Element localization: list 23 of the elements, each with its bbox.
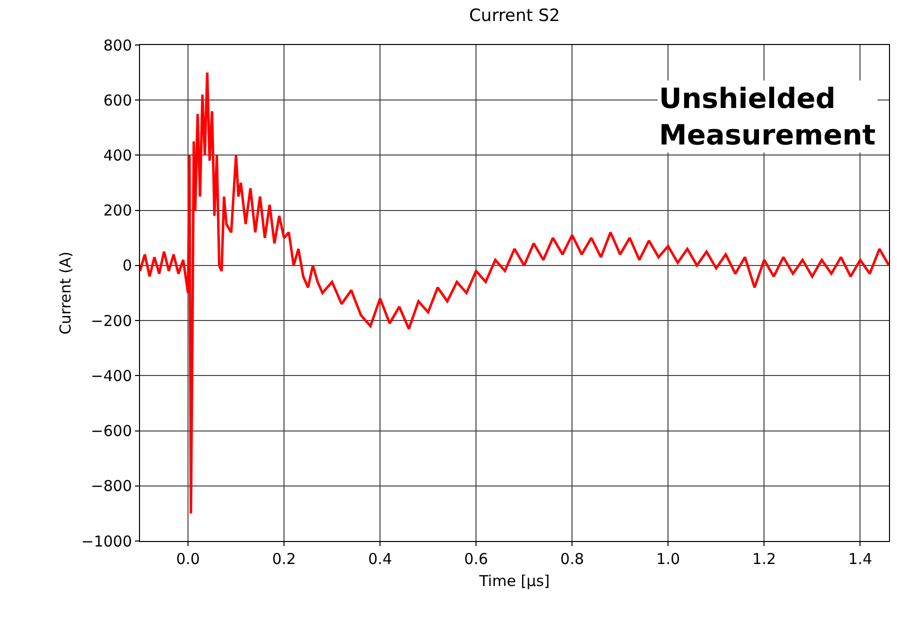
x-tick-label: 0.4 [368,550,392,568]
annotation: Unshielded Measurement [659,82,876,152]
y-tick-label: 200 [103,202,132,220]
x-tick-label: 0.0 [176,550,200,568]
y-tick-label: 800 [103,36,132,54]
line-series [140,71,889,515]
y-tick-label: 600 [103,91,132,110]
x-tick-label: 1.2 [752,550,776,568]
x-tick-label: 0.6 [464,550,488,568]
x-tick-label: 0.2 [272,550,296,568]
y-tick-label: −200 [90,312,132,330]
y-tick-label: −1000 [81,532,132,550]
chart-title: Current S2 [469,6,560,26]
y-tick-label: 0 [122,256,132,275]
y-tick-label: 400 [103,146,132,164]
y-tick-label: −800 [90,477,132,496]
x-tick-label: 1.4 [848,550,872,568]
x-tick-label: 0.8 [560,550,584,568]
y-tick-label: −400 [90,366,132,385]
y-tick-label: −600 [90,422,132,440]
y-axis-title: Current (A) [56,251,74,335]
x-axis-title: Time [µs] [478,572,550,590]
x-tick-label: 1.0 [656,550,680,568]
